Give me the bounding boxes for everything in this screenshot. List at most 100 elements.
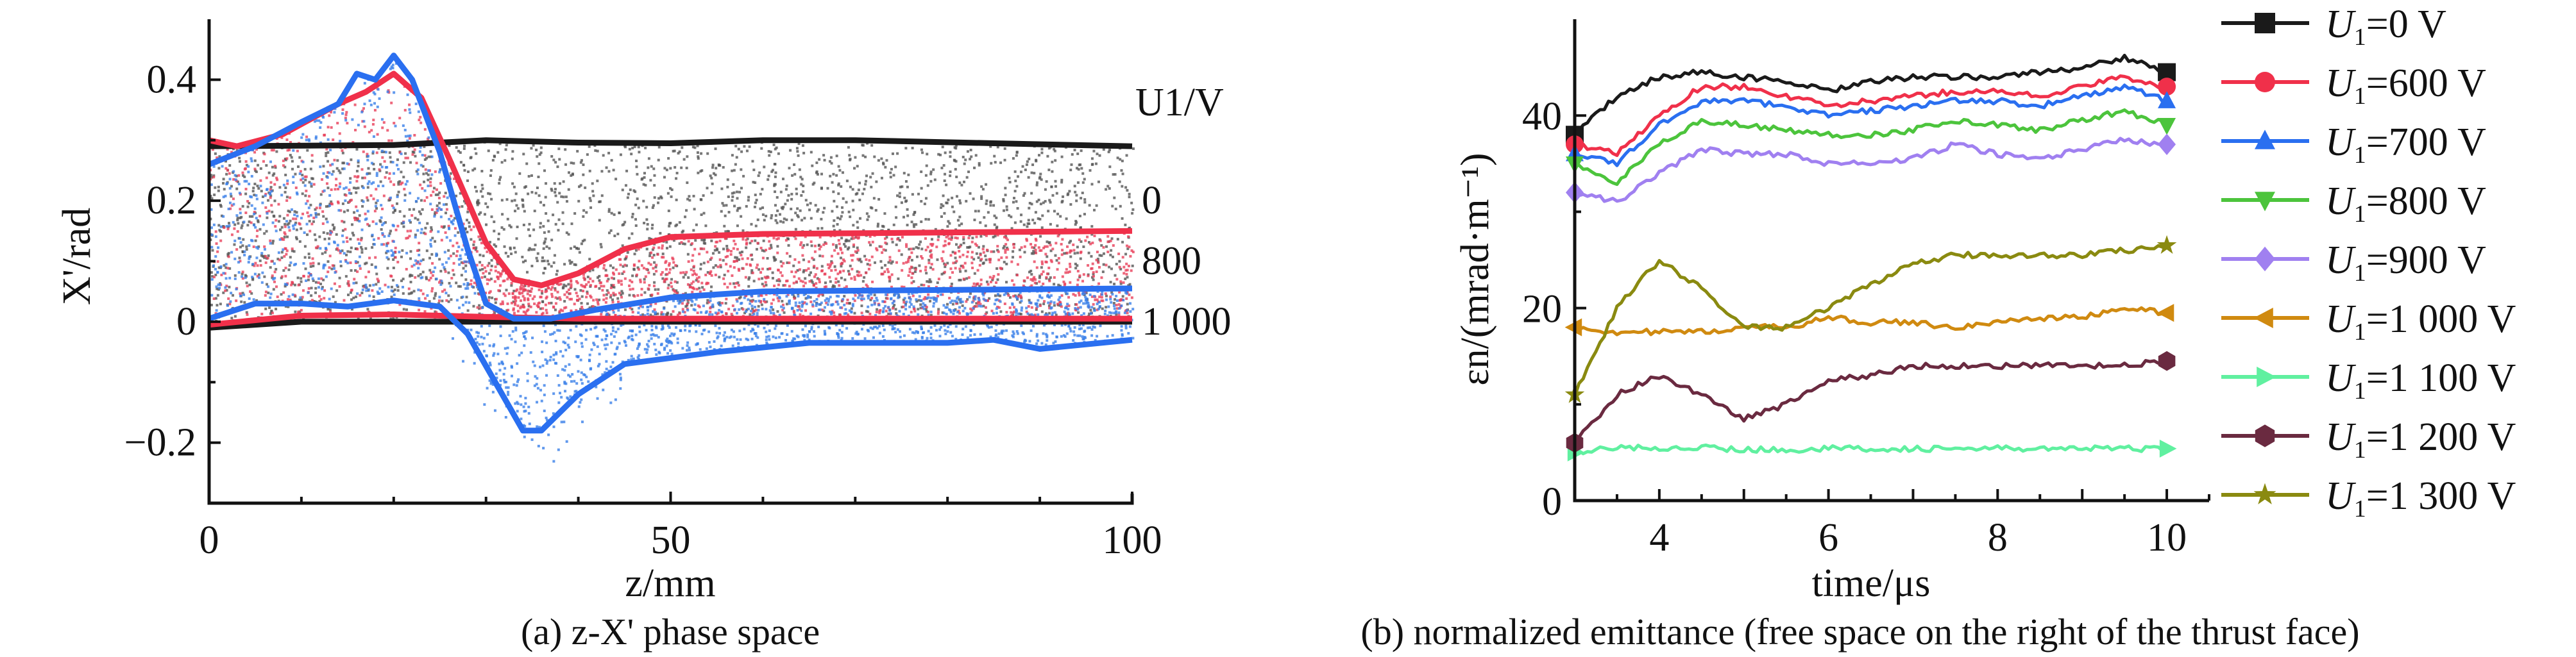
- scatter-point: [823, 158, 826, 162]
- scatter-point: [836, 334, 840, 337]
- scatter-point: [633, 146, 636, 149]
- scatter-point: [1087, 251, 1090, 254]
- scatter-point: [995, 216, 998, 219]
- scatter-point: [436, 208, 439, 211]
- scatter-point: [653, 308, 656, 312]
- scatter-point: [672, 261, 675, 264]
- scatter-point: [1101, 299, 1105, 303]
- scatter-point: [733, 260, 736, 263]
- scatter-point: [499, 303, 502, 306]
- scatter-point: [382, 194, 386, 197]
- scatter-point: [425, 278, 428, 281]
- scatter-point: [666, 287, 670, 290]
- scatter-point: [924, 269, 928, 272]
- scatter-point: [355, 179, 359, 183]
- scatter-point: [775, 221, 779, 224]
- scatter-point: [1114, 173, 1117, 176]
- scatter-point: [846, 313, 849, 317]
- scatter-point: [1005, 208, 1008, 212]
- scatter-point: [580, 305, 584, 308]
- scatter-point: [388, 172, 391, 175]
- scatter-point: [794, 228, 797, 231]
- scatter-point: [768, 267, 771, 270]
- scatter-point: [962, 278, 965, 281]
- scatter-point: [380, 216, 383, 219]
- scatter-point: [771, 271, 774, 274]
- scatter-point: [653, 196, 656, 199]
- scatter-point: [672, 258, 675, 261]
- scatter-point: [459, 192, 462, 195]
- scatter-point: [682, 158, 686, 161]
- scatter-point: [363, 176, 366, 179]
- scatter-point: [710, 239, 713, 242]
- scatter-point: [973, 272, 976, 275]
- scatter-point: [996, 226, 999, 229]
- scatter-point: [486, 264, 489, 267]
- scatter-point: [609, 294, 613, 297]
- scatter-point: [1000, 256, 1003, 260]
- scatter-point: [294, 221, 298, 224]
- scatter-point: [1056, 235, 1060, 238]
- scatter-point: [878, 312, 881, 315]
- scatter-point: [449, 254, 452, 258]
- scatter-point: [1092, 307, 1096, 310]
- scatter-point: [1078, 276, 1081, 279]
- scatter-point: [929, 172, 933, 176]
- scatter-point: [779, 190, 783, 194]
- scatter-point: [691, 273, 694, 276]
- scatter-point: [481, 268, 484, 271]
- scatter-point: [1098, 254, 1101, 257]
- scatter-point: [1033, 260, 1036, 263]
- scatter-point: [730, 312, 733, 315]
- scatter-point: [813, 275, 817, 278]
- scatter-point: [621, 272, 624, 275]
- scatter-point: [582, 276, 586, 279]
- scatter-point: [375, 207, 378, 210]
- scatter-point: [402, 308, 405, 311]
- scatter-point: [512, 307, 515, 310]
- scatter-point: [946, 303, 949, 306]
- scatter-point: [741, 238, 745, 241]
- scatter-point: [475, 190, 479, 193]
- scatter-point: [534, 244, 537, 247]
- scatter-point: [371, 289, 374, 292]
- scatter-point: [634, 333, 638, 337]
- scatter-point: [263, 153, 266, 156]
- scatter-point: [885, 159, 888, 162]
- scatter-point: [1021, 306, 1024, 310]
- scatter-point: [226, 148, 229, 151]
- scatter-point: [364, 212, 367, 215]
- scatter-point: [613, 277, 616, 280]
- scatter-point: [754, 201, 758, 204]
- scatter-point: [501, 303, 504, 306]
- scatter-point: [488, 278, 491, 281]
- scatter-point: [698, 253, 701, 256]
- scatter-point: [374, 204, 377, 208]
- scatter-point: [738, 190, 741, 194]
- scatter-point: [544, 303, 547, 306]
- scatter-point: [452, 273, 455, 276]
- scatter-point: [1082, 273, 1085, 276]
- scatter-point: [400, 279, 403, 283]
- scatter-point: [631, 280, 634, 283]
- scatter-point: [335, 289, 339, 292]
- scatter-point: [842, 258, 845, 262]
- scatter-point: [722, 259, 725, 262]
- scatter-point: [954, 256, 957, 260]
- scatter-point: [686, 344, 689, 347]
- scatter-point: [576, 149, 579, 153]
- scatter-point: [1074, 307, 1077, 310]
- scatter-point: [610, 212, 613, 215]
- scatter-point: [1090, 295, 1094, 298]
- scatter-point: [305, 189, 308, 192]
- scatter-point: [472, 225, 475, 228]
- scatter-point: [594, 149, 597, 152]
- scatter-point: [840, 337, 843, 340]
- scatter-point: [829, 310, 832, 313]
- scatter-point: [833, 199, 836, 203]
- scatter-point: [236, 230, 239, 233]
- scatter-point: [274, 166, 277, 169]
- scatter-point: [692, 194, 695, 197]
- scatter-point: [750, 258, 754, 261]
- scatter-point: [992, 274, 996, 278]
